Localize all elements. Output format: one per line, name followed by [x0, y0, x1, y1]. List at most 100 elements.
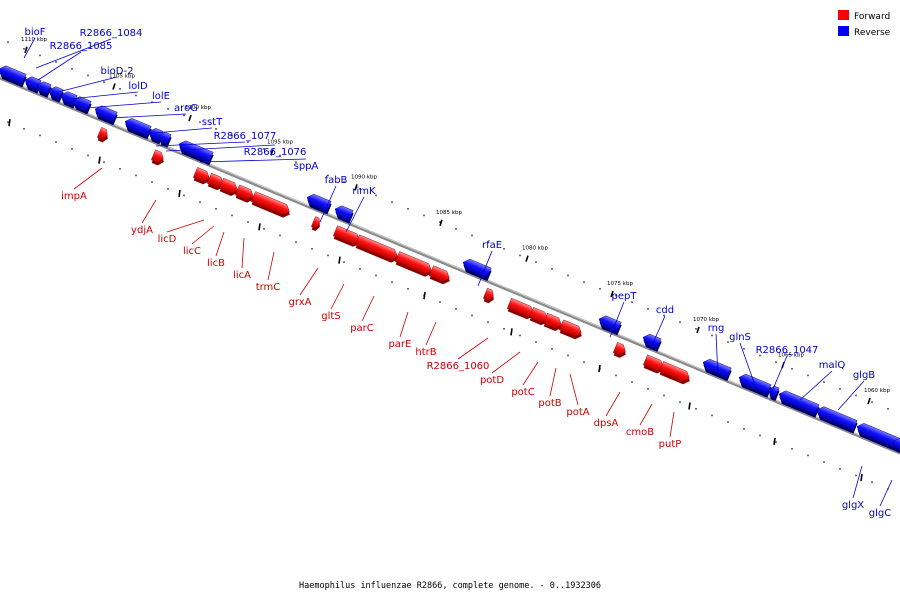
- ruler-dot: [519, 254, 521, 257]
- ruler-dot: [551, 348, 553, 350]
- gene-label: rimK: [352, 186, 376, 197]
- gene-leader: [879, 479, 893, 507]
- kbp-label: 1070 kbp: [693, 317, 719, 323]
- ruler-dot: [375, 194, 377, 197]
- gene-arrow: [36, 81, 52, 96]
- ruler-dot: [247, 221, 249, 223]
- genome-caption: Haemophilus influenzae R2866, complete g…: [299, 581, 601, 591]
- ruler-dot: [887, 408, 889, 410]
- ruler-dot: [647, 388, 649, 390]
- gene-label: potB: [538, 398, 561, 409]
- ruler-dot: [151, 181, 153, 183]
- gene-arrow: [462, 258, 492, 279]
- gene-leader: [23, 37, 36, 59]
- gene-arrow: [856, 423, 900, 451]
- gene-glgB: [816, 406, 858, 434]
- kbp-tick: [439, 219, 443, 227]
- gene-label: licA: [233, 270, 251, 281]
- gene-label: rng: [708, 323, 725, 334]
- gene-arrow: [306, 193, 332, 212]
- ruler-dot: [119, 88, 121, 90]
- ruler-dot: [471, 314, 473, 317]
- gene-R2866_1084: [24, 76, 42, 94]
- kbp-label: 1075 kbp: [607, 281, 633, 287]
- gene-arrow: [643, 354, 664, 371]
- gene-grxA: [311, 216, 320, 232]
- gene-R2866_1047: [768, 385, 780, 402]
- gene-leader: [769, 355, 788, 397]
- ruler-dot: [311, 248, 313, 250]
- kbp-tick: [112, 83, 116, 90]
- kbp-tick-lower: [423, 291, 426, 300]
- ruler-dot: [183, 114, 185, 117]
- gene-label: dpsA: [594, 418, 619, 429]
- ruler-dot: [487, 241, 489, 243]
- gene-potC: [529, 307, 548, 326]
- ruler-dot: [567, 274, 569, 277]
- ruler-dot: [263, 228, 265, 230]
- gene-leader: [330, 283, 345, 310]
- gene-leader: [73, 167, 103, 190]
- gene-track: [0, 65, 900, 455]
- gene-bioF: [0, 65, 27, 88]
- ruler-dot: [855, 474, 857, 477]
- gene-leader: [241, 237, 245, 269]
- ruler-dot: [71, 68, 73, 70]
- gene-label: trmC: [256, 282, 281, 293]
- ruler-dot: [87, 74, 89, 77]
- ruler-dot: [759, 354, 761, 357]
- kbp-tick: [24, 46, 28, 54]
- gene-label: licB: [207, 258, 225, 269]
- gene-R2866_1076: [158, 131, 172, 148]
- gene-arrow: [207, 172, 224, 188]
- gene-arrow: [659, 361, 690, 382]
- gene-arrow: [892, 438, 900, 452]
- ruler-dot: [135, 94, 137, 97]
- gene-arrow: [816, 406, 858, 431]
- ruler-dot: [503, 328, 505, 330]
- ruler-dot: [391, 281, 393, 283]
- gene-arrow: [251, 191, 290, 215]
- gene-label: licD: [158, 234, 177, 245]
- ruler-dot: [695, 408, 697, 410]
- ruler-dot: [343, 181, 345, 183]
- kbp-label: 1085 kbp: [436, 210, 462, 216]
- gene-leader: [109, 113, 187, 119]
- gene-leader: [605, 391, 621, 417]
- gene-label: potC: [511, 387, 534, 398]
- ruler-dot: [823, 381, 825, 383]
- gene-R2866_1085: [36, 81, 52, 98]
- ruler-dot: [199, 201, 201, 203]
- ruler-dot: [567, 354, 569, 357]
- gene-arrow: [613, 342, 626, 356]
- ruler-dot: [583, 281, 585, 283]
- gene-arrow: [219, 177, 238, 194]
- gene-dpsA: [613, 342, 626, 358]
- gene-label: malQ: [819, 360, 846, 371]
- gene-arrow: [543, 312, 562, 329]
- gene-leader: [609, 301, 625, 338]
- gene-leader: [319, 185, 337, 223]
- gene-label: pepT: [612, 291, 638, 302]
- ruler-dot: [343, 261, 345, 263]
- ruler-dot: [279, 154, 281, 157]
- gene-arrow: [311, 216, 320, 229]
- gene-label: R2866_1060: [427, 361, 490, 372]
- ruler-dot: [263, 148, 265, 150]
- gene-leader: [739, 342, 757, 389]
- kbp-tick-lower: [688, 402, 691, 410]
- gene-leader: [457, 337, 489, 360]
- gene-ydjA: [151, 149, 164, 166]
- legend-reverse-swatch: [838, 26, 849, 36]
- ruler-dot: [375, 274, 377, 277]
- ruler-dot: [135, 174, 137, 177]
- kbp-label: 1090 kbp: [351, 174, 377, 180]
- kbp-tick-lower: [510, 328, 513, 336]
- kbp-tick-lower: [258, 223, 261, 231]
- gene-leader: [199, 158, 307, 163]
- gene-leader: [425, 321, 437, 346]
- kbp-tick: [696, 326, 700, 334]
- gene-leader: [715, 333, 719, 377]
- gene-label: impA: [61, 191, 87, 202]
